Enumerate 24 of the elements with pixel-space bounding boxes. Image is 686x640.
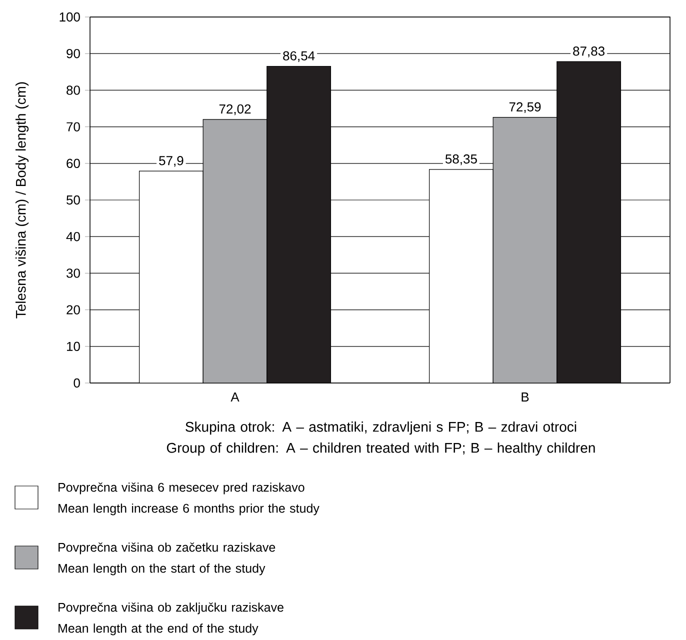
y-tick-label: 40 (66, 232, 80, 242)
data-label: 87,83 (573, 46, 604, 58)
y-tick-label: 100 (60, 12, 80, 22)
x-tick-label: A (230, 392, 240, 402)
y-tick-label: 80 (66, 86, 80, 96)
y-tick-label: 60 (66, 159, 80, 168)
legend-label: Povprečna višina 6 mesecev pred raziskavo Mean length increase 6 months prior the study (58, 482, 320, 516)
data-label: 72,02 (219, 104, 251, 116)
data-label: 72,59 (509, 102, 541, 114)
data-label: 86,54 (283, 51, 315, 62)
y-tick-label: 90 (66, 49, 80, 58)
y-tick-label: 0 (74, 378, 80, 388)
y-tick-label: 20 (66, 305, 80, 315)
y-tick-label: 10 (67, 342, 80, 352)
y-tick-label: 70 (66, 122, 80, 132)
data-label: 57,9 (159, 156, 184, 167)
legend-label: Povprečna višina ob zaključku raziskave Mean length at the end of the study (58, 602, 284, 636)
y-axis-title: Telesna višina (cm) / Body length (cm) (15, 82, 29, 319)
data-label: 58,35 (445, 154, 477, 166)
x-tick-label: B (522, 392, 529, 402)
legend-label: Povprečna višina ob začetku raziskave Mean length on the start of the study (58, 542, 276, 576)
x-axis-title: Skupina otrok: A – astmatiki, zdravljeni s FP; B – zdravi otroci Group of children: A – children treated with FP; B – healthy children (166, 422, 595, 456)
y-tick-label: 50 (66, 196, 80, 205)
y-tick-label: 30 (66, 268, 80, 278)
